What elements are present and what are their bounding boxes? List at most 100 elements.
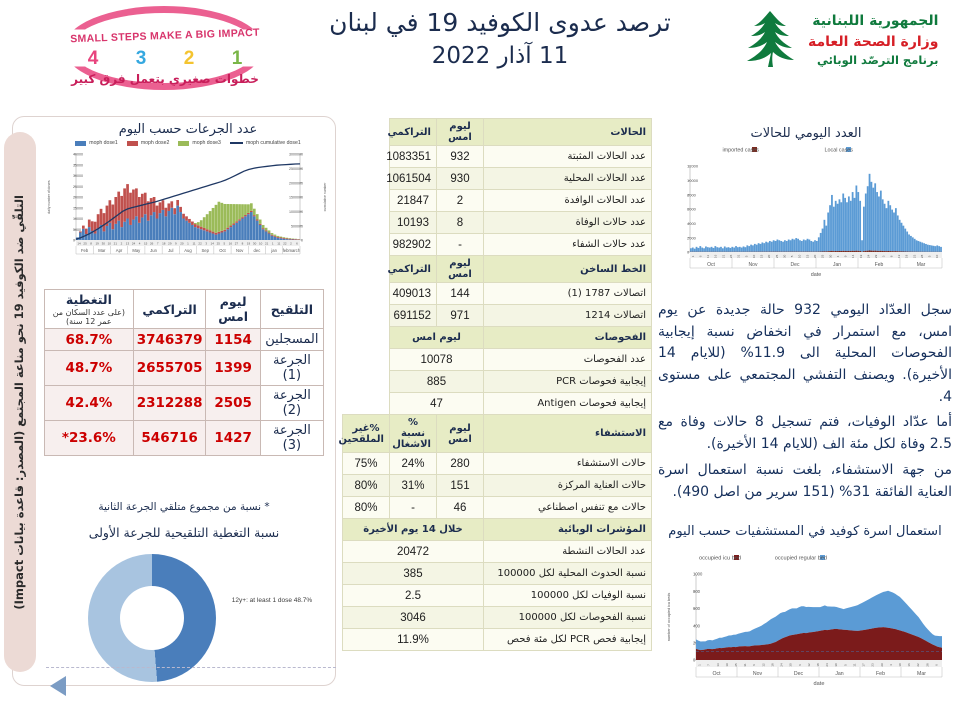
narrative-summary: سجل العدّاد اليومي 932 حالة جديدة عن يوم… — [658, 300, 952, 507]
svg-text:17: 17 — [862, 663, 866, 667]
svg-text:1500000: 1500000 — [289, 196, 303, 200]
section-header-row: الفحوصات ليوم امس — [343, 326, 652, 349]
svg-text:6: 6 — [698, 255, 702, 257]
svg-text:16: 16 — [907, 663, 911, 667]
vacc-cell-coverage: 48.7% — [44, 350, 134, 387]
svg-text:10000: 10000 — [73, 217, 83, 221]
row-value: 20472 — [342, 540, 484, 563]
svg-text:6: 6 — [798, 664, 802, 666]
svg-text:20: 20 — [813, 254, 817, 258]
svg-text:13: 13 — [126, 241, 130, 245]
table-row: نسبة الفحوصات لكل 100000 3046 — [342, 606, 652, 629]
row-value: 31% — [389, 474, 437, 497]
svg-text:31: 31 — [743, 663, 747, 667]
table-row: إيجابية فحص PCR لكل مئة فحص 11.9% — [342, 628, 652, 651]
row-label: اتصالات 1787 (1) — [483, 282, 652, 305]
vacc-col-yesterday-label: ليوم امس — [218, 294, 248, 325]
svg-text:400: 400 — [693, 623, 701, 628]
row-label: عدد حالات الشفاء — [483, 233, 652, 256]
svg-text:14: 14 — [77, 241, 81, 245]
svg-text:Aug: Aug — [184, 248, 192, 253]
svg-text:2000000: 2000000 — [289, 181, 303, 185]
vaccination-row: الجرعة (1) 1399 2655705 48.7% — [44, 350, 325, 387]
statistics-table: الحالات ليوم امس التراكمي عدد الحالات المثب… — [339, 118, 652, 651]
vacc-cell-yesterday: 1154 — [205, 328, 261, 352]
svg-text:7: 7 — [157, 241, 159, 245]
table-row: حالات الاستشفاء 280 24% 75% — [342, 452, 652, 475]
svg-text:600: 600 — [693, 606, 701, 611]
svg-text:7: 7 — [707, 664, 711, 666]
vaccination-table-header-row: التلقيح ليوم امس التراكمي التغطية (على ع… — [44, 288, 325, 330]
svg-text:3: 3 — [205, 241, 207, 245]
svg-text:14: 14 — [211, 241, 215, 245]
svg-text:2: 2 — [121, 241, 123, 245]
svg-text:5: 5 — [790, 255, 794, 257]
legend-label-dose1: moph dose1 — [89, 140, 118, 146]
vacc-cell-yesterday: 2505 — [205, 385, 261, 422]
svg-text:2: 2 — [290, 241, 292, 245]
svg-text:imported cases: imported cases — [722, 148, 759, 154]
donut-chart-title: نسبة التغطية التلقيحية للجرعة الأولى — [88, 525, 280, 540]
svg-text:24: 24 — [132, 241, 136, 245]
table-row: اتصالات 1787 (1) 144 409013 — [343, 282, 652, 305]
campaign-arabic-slogan: خطوات صغيري بتعمل فرق كبير — [71, 72, 259, 86]
svg-text:10: 10 — [259, 241, 263, 245]
vaccination-side-tab-text: التلقّي ضد الكوفيد 19 نحو مناعة المجتمع … — [12, 194, 27, 610]
section-header-cell: ليوم امس — [436, 414, 484, 453]
statistics-table-body: الحالات ليوم امس التراكمي عدد الحالات المثب… — [339, 118, 652, 651]
section-header-cell: ليوم امس — [436, 255, 484, 283]
row-value: 932 — [436, 145, 484, 168]
table-row: نسبة الحدوث المحلية لكل 100000 385 — [342, 562, 652, 585]
section-header-cell: ليوم امس — [436, 118, 484, 146]
play-triangle-marker[interactable] — [50, 676, 66, 696]
svg-text:21: 21 — [114, 241, 118, 245]
svg-text:16: 16 — [714, 254, 718, 258]
svg-text:Jan: Jan — [835, 671, 843, 677]
vacc-cell-coverage: 68.7% — [44, 328, 134, 352]
svg-text:12: 12 — [807, 663, 811, 667]
svg-text:1: 1 — [187, 241, 189, 245]
section-header-cell: % نسبة الاشغال — [389, 414, 437, 453]
svg-text:4000: 4000 — [687, 221, 697, 226]
section-header-cell: خلال 14 يوم الأخيرة — [342, 518, 484, 541]
svg-text:19: 19 — [247, 241, 251, 245]
vaccination-row: الجرعة (2) 2505 2312288 42.4% — [44, 385, 325, 422]
svg-text:date: date — [811, 272, 822, 278]
svg-text:0: 0 — [73, 239, 75, 243]
vacc-cell-coverage: 23.6%* — [44, 420, 134, 457]
row-value: 691152 — [389, 304, 437, 327]
svg-text:3: 3 — [882, 255, 886, 257]
panel-dashed-divider — [46, 667, 336, 668]
vacc-col-type: التلقيح — [259, 288, 325, 330]
svg-text:10: 10 — [752, 254, 756, 258]
table-row: عدد الفحوصات 10078 — [343, 348, 652, 371]
table-row: حالات العناية المركزة 151 31% 80% — [342, 474, 652, 497]
svg-text:Nov: Nov — [749, 262, 758, 268]
legend-label-cumulative: moph cumulative dose1 — [245, 140, 301, 146]
row-label: عدد الفحوصات — [483, 348, 652, 371]
row-label: عدد الحالات المحلية — [483, 167, 652, 190]
legend-swatch-dose2 — [126, 140, 138, 146]
row-value: 1061504 — [386, 167, 437, 190]
vacc-cell-cumulative: 2312288 — [132, 385, 207, 422]
row-value: 47 — [389, 392, 484, 415]
row-label: عدد حالات الوفاة — [483, 211, 652, 234]
row-label: اتصالات 1214 — [483, 304, 652, 327]
svg-text:10: 10 — [898, 663, 902, 667]
vacc-cell-label: الجرعة (1) — [259, 350, 325, 387]
svg-text:22: 22 — [916, 663, 920, 667]
svg-text:16: 16 — [229, 241, 233, 245]
svg-text:21: 21 — [721, 254, 725, 258]
svg-text:5: 5 — [928, 255, 932, 257]
svg-text:20000: 20000 — [73, 196, 83, 200]
svg-text:30: 30 — [782, 254, 786, 258]
svg-text:cumulative number: cumulative number — [323, 182, 327, 212]
svg-text:21: 21 — [265, 241, 269, 245]
svg-text:23: 23 — [871, 663, 875, 667]
svg-text:date: date — [814, 681, 825, 687]
svg-text:18: 18 — [905, 254, 909, 258]
svg-text:11: 11 — [277, 241, 280, 245]
vaccination-footnote: * نسبة من مجموع متلقي الجرعة الثانية — [98, 501, 270, 513]
svg-text:febmarch: febmarch — [283, 248, 301, 253]
